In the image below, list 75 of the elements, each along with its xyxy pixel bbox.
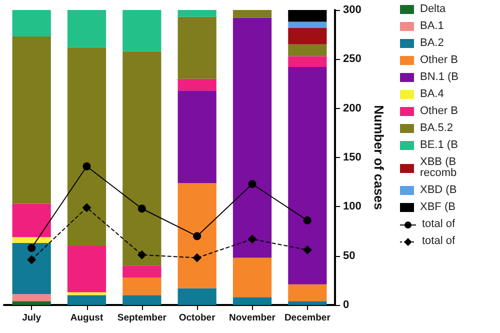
legend-label: Other B xyxy=(420,105,459,117)
bar xyxy=(288,44,327,56)
bar xyxy=(178,183,216,288)
point xyxy=(82,203,92,212)
point xyxy=(248,234,257,244)
x-tick-label: August xyxy=(70,312,104,324)
legend-label: Delta xyxy=(420,3,447,15)
point xyxy=(248,180,256,188)
legend-label: BA.1 xyxy=(420,20,445,32)
y2-axis-title: Number of cases xyxy=(371,105,386,210)
bar xyxy=(12,10,51,37)
bar xyxy=(122,10,162,52)
bar xyxy=(288,10,327,22)
y2-tick-label: 250 xyxy=(343,53,362,66)
bar xyxy=(67,10,106,48)
point xyxy=(137,250,146,260)
point xyxy=(138,204,146,213)
bar xyxy=(288,284,327,302)
legend-label: BN.1 (B xyxy=(420,71,460,83)
point xyxy=(193,232,202,240)
legend-label: XBD (B xyxy=(420,184,458,196)
bar xyxy=(178,10,216,17)
point xyxy=(303,216,312,224)
bar xyxy=(12,204,51,238)
bar xyxy=(67,292,106,296)
bar xyxy=(67,246,106,292)
bar xyxy=(288,301,327,305)
bar xyxy=(12,237,51,244)
x-tick-label: December xyxy=(284,312,331,324)
bar xyxy=(122,295,162,305)
bar xyxy=(178,78,216,91)
legend-label: BE.1 (B xyxy=(420,139,459,151)
bar xyxy=(12,243,51,294)
bar xyxy=(232,10,272,18)
bar xyxy=(232,297,272,305)
y2-tick-label: 50 xyxy=(343,250,356,262)
bar xyxy=(288,56,327,68)
legend-label: BA.2 xyxy=(420,37,445,49)
legend-label: Other B xyxy=(420,54,459,66)
x-tick-label: September xyxy=(117,312,167,324)
legend-label: BA.4 xyxy=(420,88,445,100)
y2-tick-label: 0 xyxy=(343,299,350,311)
bar xyxy=(288,28,327,44)
y2-tick-label: 100 xyxy=(343,200,362,213)
bar xyxy=(122,266,162,278)
bar xyxy=(122,277,162,296)
legend-label: XBF (B xyxy=(420,201,456,213)
point xyxy=(192,253,202,262)
bar xyxy=(122,51,162,266)
point xyxy=(82,162,91,170)
point xyxy=(302,245,312,254)
legend-label: BA.5.2 xyxy=(420,122,454,134)
bar xyxy=(12,294,51,302)
bar xyxy=(67,295,106,305)
bar xyxy=(232,258,272,298)
legend-label: XBB (B recomb xyxy=(420,156,458,179)
bar xyxy=(12,36,51,204)
x-tick-label: November xyxy=(229,312,276,324)
point xyxy=(28,244,36,252)
bar xyxy=(178,90,216,184)
y2-tick-label: 150 xyxy=(343,152,362,164)
bar xyxy=(178,288,216,305)
bar xyxy=(12,301,51,305)
y2-tick-label: 300 xyxy=(343,4,362,16)
x-tick-label: October xyxy=(178,312,216,324)
x-tick-label: July xyxy=(22,312,42,324)
point xyxy=(27,255,36,264)
bar xyxy=(178,16,216,79)
bar xyxy=(288,22,327,28)
bar xyxy=(232,18,272,258)
bar xyxy=(67,47,106,246)
legend-label: total of xyxy=(422,235,456,247)
y2-tick-label: 200 xyxy=(343,102,362,114)
bar xyxy=(288,67,327,284)
legend-label: total of xyxy=(422,218,456,230)
